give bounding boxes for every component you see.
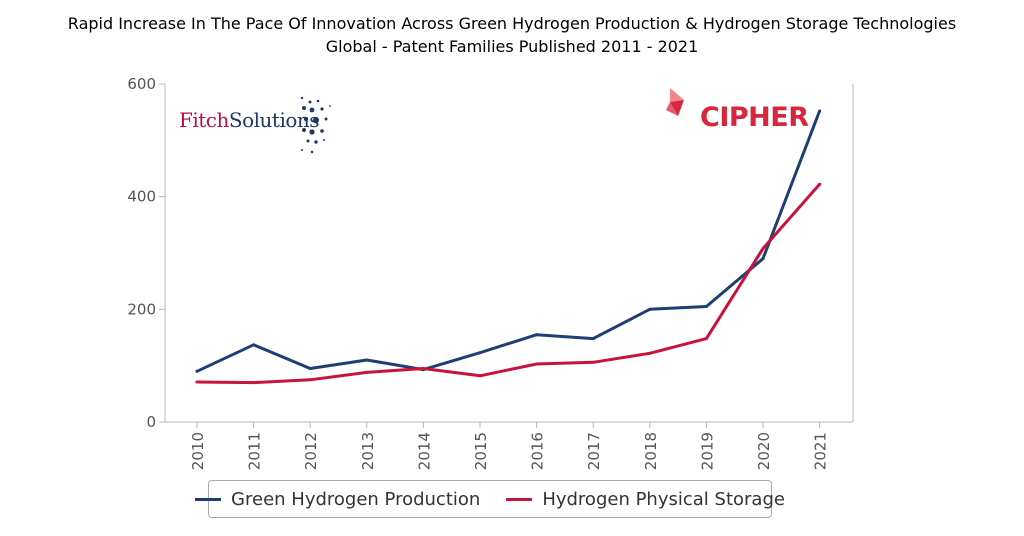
data-point [421,366,425,370]
x-tick-label: 2016 [529,432,547,470]
data-point [648,307,652,311]
y-tick-label: 400 [127,188,156,206]
data-point [704,305,708,309]
x-tick-label: 2017 [585,432,603,470]
axis-ticks: 0 200 400 600 2010 2011 2012 2013 2014 2015 2016 20… [127,75,829,470]
series-line-physical-storage [195,182,822,385]
x-tick-label: 2011 [246,432,264,470]
x-tick-label: 2021 [812,432,830,470]
x-tick-label: 2015 [472,432,490,470]
data-point [252,343,256,347]
legend-item-green-production: Green Hydrogen Production [195,489,480,510]
series-lines [195,109,822,385]
chart-axes [164,84,854,423]
data-point [195,369,199,373]
data-point [365,358,369,362]
data-point [535,333,539,337]
data-point [818,109,822,113]
data-point [308,378,312,382]
cipher-logo-icon [666,88,684,116]
data-point [365,370,369,374]
y-tick-label: 200 [127,300,156,318]
chart-subtitle: Global - Patent Families Published 2011 … [325,37,699,56]
data-point [478,374,482,378]
legend-swatch-green-production [195,497,222,501]
fitch-dots-icon [300,96,331,154]
y-tick-label: 600 [127,75,156,93]
legend-swatch-physical-storage [506,497,533,501]
x-tick-label: 2012 [302,432,320,470]
data-point [535,362,539,366]
data-point [818,182,822,186]
chart-legend: Green Hydrogen Production Hydrogen Physi… [195,480,785,518]
x-tick-label: 2014 [415,432,433,470]
x-tick-label: 2018 [642,432,660,470]
x-tick-label: 2020 [755,432,773,470]
legend-item-physical-storage: Hydrogen Physical Storage [506,489,785,510]
data-point [648,351,652,355]
data-point [761,257,765,261]
chart-titles: Rapid Increase In The Pace Of Innovation… [0,12,1024,58]
y-tick-label: 0 [146,413,156,431]
data-point [591,360,595,364]
data-point [252,381,256,385]
legend-label-green-production: Green Hydrogen Production [231,488,481,510]
chart-title: Rapid Increase In The Pace Of Innovation… [67,14,957,33]
data-point [704,337,708,341]
legend-label-physical-storage: Hydrogen Physical Storage [542,488,785,510]
x-tick-label: 2013 [359,432,377,470]
x-tick-label: 2019 [698,432,716,470]
data-point [761,246,765,250]
data-point [308,366,312,370]
series-line-green-production [195,109,822,373]
data-point [478,351,482,355]
data-point [591,337,595,341]
data-point [195,380,199,384]
cipher-logo-text: CIPHER [700,102,809,133]
x-tick-label: 2010 [189,432,207,470]
